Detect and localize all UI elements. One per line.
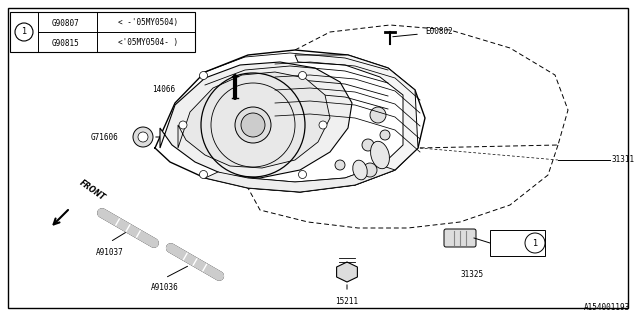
Circle shape (319, 121, 327, 129)
Circle shape (200, 71, 207, 79)
FancyBboxPatch shape (444, 229, 476, 247)
Circle shape (179, 121, 187, 129)
Text: A91037: A91037 (96, 248, 124, 257)
Bar (490, 230, 545, 256)
Polygon shape (178, 72, 330, 168)
Polygon shape (248, 55, 418, 192)
Circle shape (362, 139, 374, 151)
Text: FRONT: FRONT (78, 178, 107, 202)
Text: G90815: G90815 (51, 38, 79, 47)
Circle shape (200, 171, 207, 179)
Polygon shape (337, 262, 357, 282)
Text: E00802: E00802 (425, 28, 452, 36)
Bar (10, 12, 195, 52)
Text: 14066: 14066 (152, 85, 175, 94)
Circle shape (138, 132, 148, 142)
Circle shape (235, 107, 271, 143)
Ellipse shape (371, 141, 389, 169)
Ellipse shape (353, 160, 367, 180)
Text: A91036: A91036 (151, 283, 179, 292)
Text: <'05MY0504- ): <'05MY0504- ) (118, 38, 178, 47)
Text: 31325: 31325 (460, 270, 484, 279)
Circle shape (133, 127, 153, 147)
Circle shape (298, 71, 307, 79)
Circle shape (335, 160, 345, 170)
Text: G90807: G90807 (51, 19, 79, 28)
Polygon shape (205, 165, 395, 192)
Circle shape (363, 163, 377, 177)
Text: 1: 1 (532, 238, 538, 247)
Polygon shape (160, 62, 352, 178)
Text: 15211: 15211 (335, 297, 358, 306)
Text: < -'05MY0504): < -'05MY0504) (118, 19, 178, 28)
Text: G71606: G71606 (90, 132, 118, 141)
Text: 1: 1 (21, 28, 27, 36)
Circle shape (241, 113, 265, 137)
Text: A154001193: A154001193 (584, 303, 630, 312)
Polygon shape (155, 50, 425, 192)
Circle shape (380, 130, 390, 140)
Circle shape (370, 107, 386, 123)
Circle shape (298, 171, 307, 179)
Text: 31311: 31311 (612, 156, 635, 164)
